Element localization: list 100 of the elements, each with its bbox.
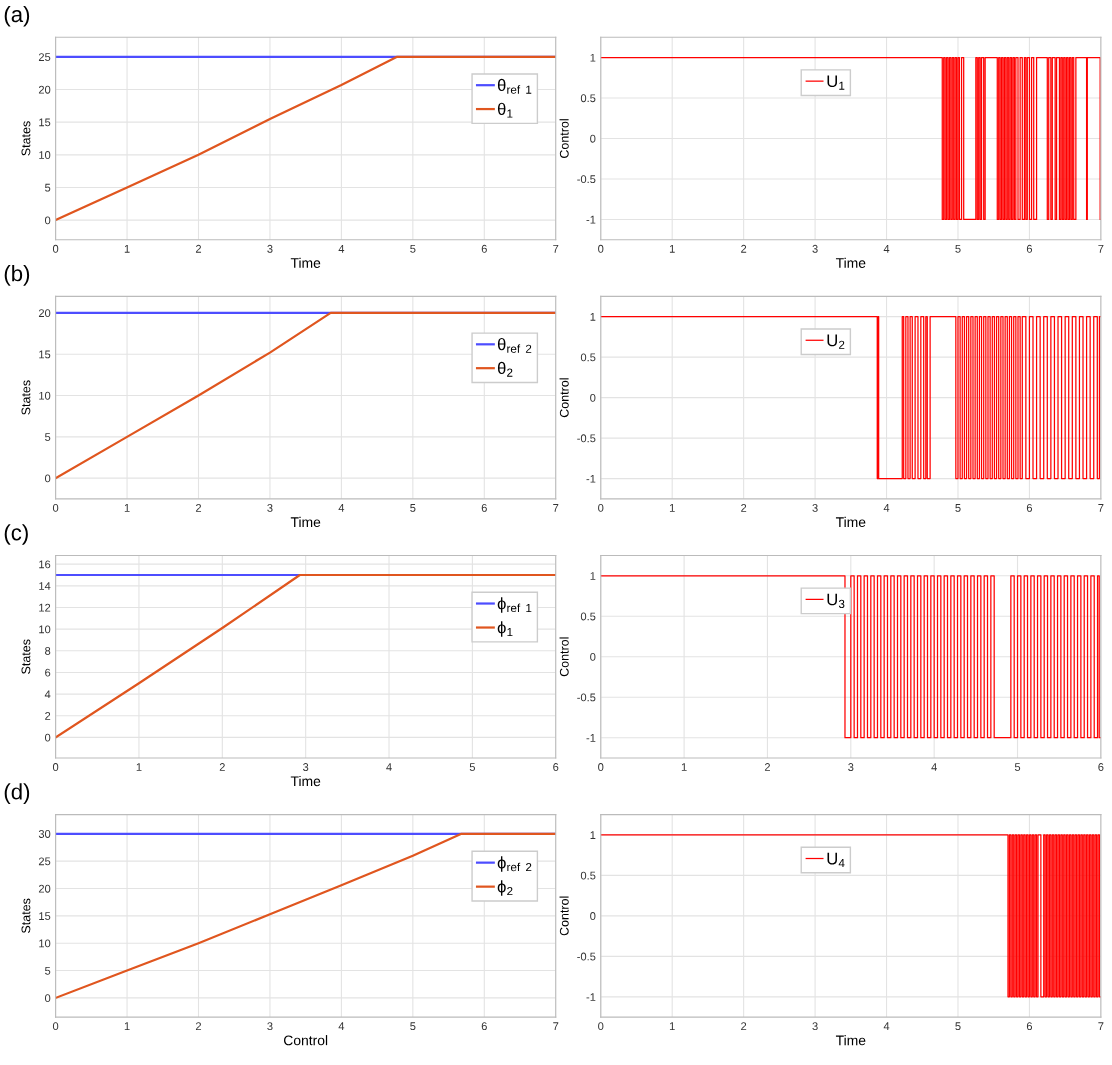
y-tick-label: 5	[45, 966, 51, 975]
legend-label: θ$_{ref 1}$	[497, 78, 532, 94]
y-tick-label: 8	[45, 647, 51, 655]
y-tick-label: 0.5	[580, 94, 596, 103]
x-tick-label: 7	[553, 504, 559, 512]
y-tick-label: 0.5	[580, 353, 596, 362]
legend-label: ϕ$_{2}$	[497, 880, 513, 896]
x-tick-label: 2	[741, 503, 747, 512]
x-tick-label: 5	[469, 763, 475, 771]
x-tick-label: 2	[219, 763, 225, 771]
y-tick-label: 0.5	[580, 612, 596, 621]
y-tick-label: 20	[38, 884, 51, 893]
y-axis-title: Control	[559, 378, 569, 418]
legend-label: U$_{2}$	[827, 334, 845, 349]
y-tick-label: -1	[586, 474, 596, 483]
x-tick-label: 7	[553, 244, 559, 253]
x-tick-label: 1	[681, 763, 687, 771]
line-series	[55, 55, 556, 222]
x-tick-label: 0	[52, 1022, 59, 1031]
y-tick-label: 0	[44, 216, 51, 225]
y-tick-label: -1	[586, 993, 596, 1001]
y-tick-label: 10	[39, 391, 51, 400]
y-tick-label: 1	[590, 831, 596, 839]
x-tick-label: 4	[883, 244, 890, 253]
x-tick-label: 4	[883, 504, 890, 512]
x-tick-label: 0	[598, 244, 604, 253]
y-tick-label: 12	[39, 603, 51, 612]
y-axis-title: Control	[559, 119, 569, 159]
x-tick-label: 1	[124, 244, 130, 253]
legend-label: θ$_{1}$	[497, 102, 513, 118]
x-tick-label: 2	[195, 1022, 202, 1030]
x-tick-label: 1	[136, 763, 142, 771]
x-tick-label: 6	[481, 503, 487, 512]
y-tick-label: 2	[45, 712, 51, 720]
x-tick-label: 1	[669, 504, 675, 512]
x-tick-label: 4	[338, 244, 345, 253]
x-tick-label: 1	[669, 1022, 675, 1030]
y-tick-label: 15	[39, 118, 51, 127]
text: (b)	[4, 265, 30, 286]
x-tick-label: 6	[1098, 763, 1104, 771]
text: (a)	[4, 5, 30, 27]
y-tick-label: 6	[45, 668, 51, 677]
x-tick-label: 0	[52, 763, 59, 771]
x-tick-label: 5	[955, 244, 961, 253]
x-tick-label: 0	[598, 1022, 604, 1031]
x-tick-label: 5	[955, 1022, 961, 1031]
x-tick-label: 6	[1026, 244, 1033, 253]
legend-label: U$_{4}$	[827, 852, 845, 868]
x-axis-title: Time	[290, 257, 321, 268]
y-tick-label: 0	[44, 994, 51, 1003]
y-axis-title: States	[21, 380, 31, 415]
y-tick-label: 15	[39, 350, 51, 359]
x-axis-title: Time	[835, 1035, 866, 1046]
x-tick-label: 2	[764, 763, 770, 771]
legend-label: ϕ$_{1}$	[497, 621, 513, 637]
x-tick-label: 6	[481, 1022, 487, 1031]
y-tick-label: 14	[39, 582, 51, 590]
x-tick-label: 3	[812, 503, 818, 512]
y-axis-title: States	[21, 639, 31, 674]
y-tick-label: 5	[45, 433, 51, 441]
x-tick-label: 6	[553, 763, 559, 771]
x-tick-label: 3	[303, 763, 309, 771]
x-axis-title: Control	[283, 1035, 328, 1046]
x-tick-label: 5	[410, 1022, 416, 1031]
legend-label: U$_{1}$	[827, 75, 845, 90]
legend-label: θ$_{2}$	[497, 361, 513, 377]
y-tick-label: 0	[44, 733, 51, 742]
y-tick-label: 1	[590, 313, 596, 321]
y-tick-label: 0	[590, 653, 596, 661]
legend-label: θ$_{ref 2}$	[497, 337, 532, 353]
x-tick-label: 5	[1014, 763, 1021, 771]
x-tick-label: 2	[195, 503, 202, 512]
x-tick-label: 3	[267, 1022, 273, 1031]
x-tick-label: 4	[931, 763, 937, 771]
y-axis-title: Control	[559, 637, 569, 677]
line-series	[55, 573, 556, 739]
x-axis-title: Time	[290, 516, 321, 528]
x-tick-label: 5	[955, 504, 961, 512]
legend-label: ϕ$_{ref 2}$	[497, 856, 532, 872]
y-tick-label: -0.5	[577, 175, 596, 184]
x-tick-label: 2	[741, 244, 747, 253]
y-tick-label: 0	[590, 393, 596, 402]
x-tick-label: 1	[124, 1022, 130, 1030]
x-tick-label: 5	[410, 504, 416, 512]
y-tick-label: 25	[38, 53, 51, 61]
x-tick-label: 6	[1026, 503, 1033, 512]
x-tick-label: 3	[267, 244, 273, 253]
x-tick-label: 6	[1026, 1022, 1033, 1031]
x-tick-label: 6	[481, 244, 487, 253]
y-tick-label: 10	[39, 625, 51, 634]
x-tick-label: 3	[812, 1022, 818, 1031]
y-tick-label: 0.5	[580, 871, 596, 880]
y-tick-label: 16	[39, 560, 51, 569]
x-tick-label: 7	[553, 1022, 559, 1030]
legend-label: ϕ$_{ref 1}$	[497, 597, 532, 613]
text: (d)	[4, 783, 30, 804]
x-axis-title: Time	[835, 516, 866, 528]
y-tick-label: -0.5	[577, 693, 596, 702]
x-tick-label: 3	[848, 763, 854, 771]
y-tick-label: 1	[590, 53, 596, 62]
